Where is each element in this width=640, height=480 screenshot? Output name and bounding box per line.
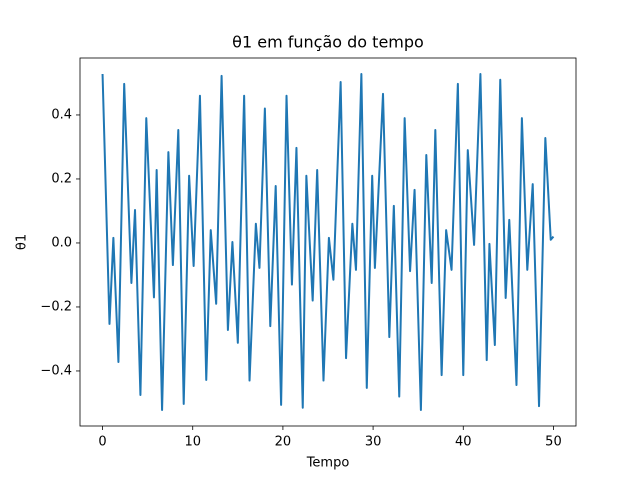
y-tick-label: −0.4 xyxy=(40,363,72,378)
chart-title: θ1 em função do tempo xyxy=(232,33,424,52)
x-tick-label: 10 xyxy=(184,435,201,450)
x-tick-label: 0 xyxy=(98,435,106,450)
x-tick-label: 30 xyxy=(365,435,382,450)
y-tick-label: 0.0 xyxy=(51,235,72,250)
y-tick-label: 0.4 xyxy=(51,107,72,122)
x-tick-label: 40 xyxy=(455,435,472,450)
y-axis-label: θ1 xyxy=(15,234,30,250)
x-tick-label: 50 xyxy=(545,435,562,450)
x-tick-label: 20 xyxy=(275,435,292,450)
plot-frame xyxy=(79,57,577,427)
y-tick-label: 0.2 xyxy=(51,171,72,186)
data-line xyxy=(101,73,555,411)
y-tick-label: −0.2 xyxy=(40,299,72,314)
x-axis-label: Tempo xyxy=(306,456,350,471)
